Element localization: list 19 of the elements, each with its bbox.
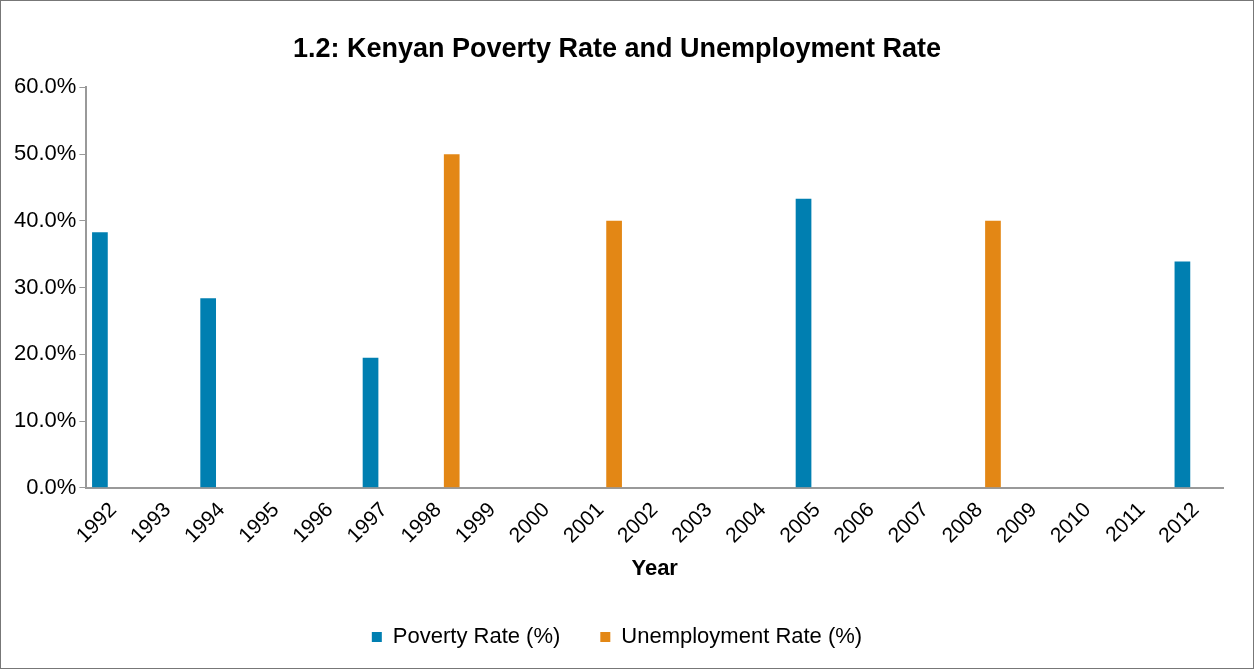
bar	[795, 198, 812, 488]
y-tick-label: 30.0%	[13, 273, 77, 299]
y-tick-label: 40.0%	[13, 206, 77, 232]
bar	[443, 154, 460, 488]
legend-label: Poverty Rate (%)	[392, 623, 561, 649]
bar	[92, 232, 108, 488]
bar	[1174, 261, 1191, 488]
x-axis-title: Year	[631, 554, 679, 580]
y-tick-label: 60.0%	[13, 73, 77, 99]
y-tick-label: 0.0%	[26, 473, 77, 499]
y-tick-label: 50.0%	[13, 140, 77, 166]
y-tick-label: 10.0%	[13, 407, 77, 433]
chart-title: 1.2: Kenyan Poverty Rate and Unemployment Rate	[292, 32, 942, 63]
bar	[606, 220, 622, 488]
y-tick-label: 20.0%	[13, 340, 77, 366]
bar	[200, 298, 217, 488]
legend-label: Unemployment Rate (%)	[621, 623, 863, 649]
bar	[362, 357, 379, 488]
bar	[985, 220, 1001, 488]
